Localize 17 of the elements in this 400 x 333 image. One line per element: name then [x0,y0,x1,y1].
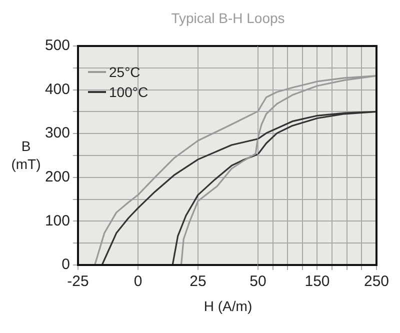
x-tick-label: 0 [134,273,142,290]
x-tick-label: 150 [304,273,330,290]
chart-title: Typical B-H Loops [170,10,286,26]
y-tick-label: 0 [62,256,70,274]
y-tick-label: 200 [44,168,70,186]
y-axis-title: B (mT) [10,137,42,173]
y-tick-label: 300 [44,124,70,142]
x-tick-label: -25 [67,273,89,290]
x-tick-label: 50 [250,273,266,290]
legend-label: 25°C [109,64,140,80]
y-tick-label: 100 [44,212,70,230]
y-tick-label: 500 [44,37,70,54]
x-tick-label: 250 [364,273,389,290]
legend-label: 100°C [109,84,148,100]
x-axis-title: H (A/m) [202,298,254,314]
x-tick-label: 25 [190,273,206,290]
y-tick-label: 400 [44,80,70,98]
